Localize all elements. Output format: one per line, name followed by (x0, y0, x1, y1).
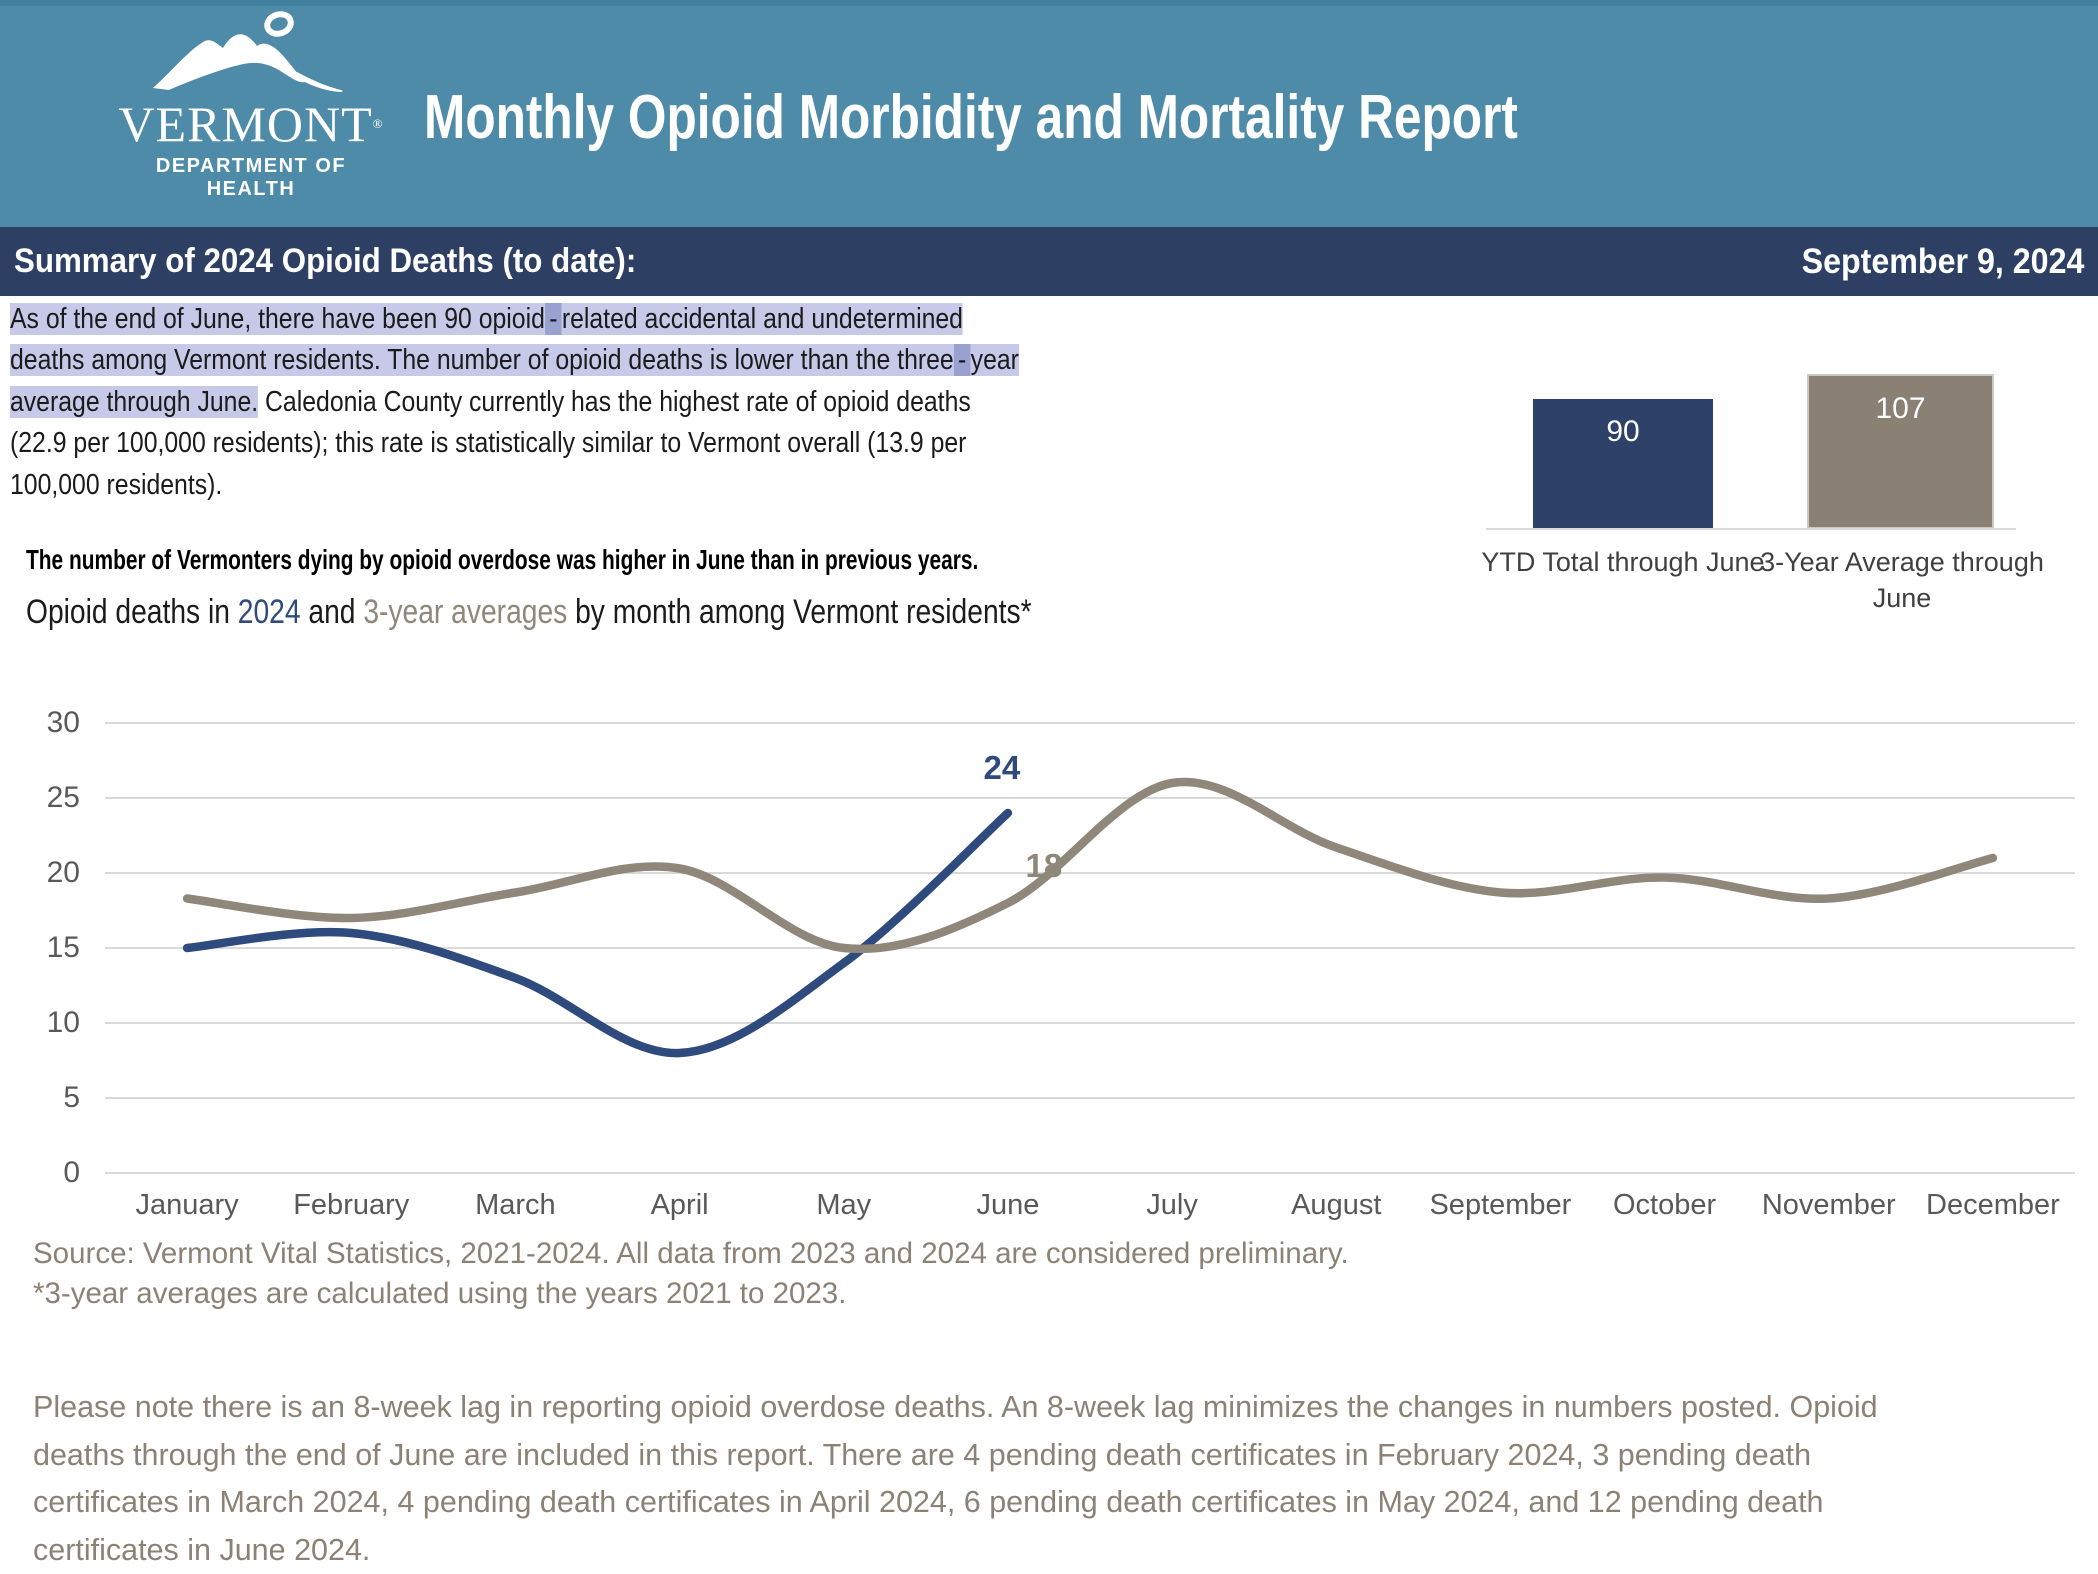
three-year-average-bar: 107 (1807, 374, 1994, 529)
x-axis-month-label: June (923, 1189, 1093, 1222)
lag-note-line4: certificates in June 2024. (33, 1527, 1878, 1574)
series-line-2024 (187, 813, 1008, 1053)
x-axis-month-label: November (1744, 1189, 1914, 1222)
x-axis-month-label: July (1087, 1189, 1257, 1222)
line-chart-canvas (0, 700, 2098, 1240)
reporting-lag-note: Please note there is an 8-week lag in re… (33, 1384, 1878, 1574)
lag-note-line2: deaths through the end of June are inclu… (33, 1432, 1878, 1480)
highlighted-text: deaths among Vermont residents. The numb… (10, 344, 954, 376)
series-line-3-year-averages (187, 782, 1993, 949)
y-axis-tick-label: 0 (10, 1154, 80, 1192)
paragraph-text: 100,000 residents). (10, 469, 222, 501)
highlighted-text: - (954, 344, 971, 376)
three-year-average-caption: 3-Year Average through June (1752, 544, 2052, 616)
highlighted-text: year (971, 344, 1019, 376)
ytd-total-caption: YTD Total through June (1473, 544, 1773, 580)
summary-section-bar: Summary of 2024 Opioid Deaths (to date):… (0, 227, 2098, 296)
three-year-average-value: 107 (1809, 392, 1992, 426)
x-axis-month-label: September (1415, 1189, 1585, 1222)
paragraph-line: average through June. Caledonia County c… (10, 382, 1019, 423)
chart-subtitle-averages: 3-year averages (363, 593, 567, 631)
y-axis-tick-label: 5 (10, 1079, 80, 1117)
paragraph-text: (22.9 per 100,000 residents); this rate … (10, 427, 966, 459)
mountain-sun-icon (147, 10, 355, 98)
highlighted-text: related accidental and undetermined (562, 303, 963, 335)
x-axis-month-label: January (102, 1189, 272, 1222)
vermont-doh-logo: VERMONT® DEPARTMENT OF HEALTH (116, 10, 386, 201)
chart-headline: The number of Vermonters dying by opioid… (26, 544, 978, 576)
x-axis-month-label: May (759, 1189, 929, 1222)
x-axis-month-label: August (1251, 1189, 1421, 1222)
registered-mark: ® (373, 116, 384, 131)
source-note: Source: Vermont Vital Statistics, 2021-2… (33, 1234, 1349, 1313)
x-axis-month-label: April (595, 1189, 765, 1222)
paragraph-line: As of the end of June, there have been 9… (10, 299, 1019, 340)
report-title: Monthly Opioid Morbidity and Mortality R… (424, 86, 1518, 150)
bar-chart-baseline (1486, 528, 2016, 530)
paragraph-line: deaths among Vermont residents. The numb… (10, 340, 1019, 381)
paragraph-line: (22.9 per 100,000 residents); this rate … (10, 423, 1019, 464)
chart-subtitle-post: by month among Vermont residents* (567, 593, 1031, 631)
chart-subtitle-mid: and (301, 593, 364, 631)
x-axis-month-label: December (1908, 1189, 2078, 1222)
ytd-total-value: 90 (1533, 415, 1713, 449)
report-date: September 9, 2024 (1801, 242, 2084, 282)
chart-subtitle-pre: Opioid deaths in (26, 593, 238, 631)
chart-subtitle: Opioid deaths in 2024 and 3-year average… (26, 590, 1032, 634)
highlighted-text: average through June. (10, 386, 258, 418)
source-note-line2: *3-year averages are calculated using th… (33, 1274, 1349, 1314)
y-axis-tick-label: 10 (10, 1004, 80, 1042)
data-label-24: 24 (962, 749, 1042, 787)
x-axis-month-label: February (266, 1189, 436, 1222)
y-axis-tick-label: 25 (10, 779, 80, 817)
ytd-total-bar: 90 (1533, 399, 1713, 529)
logo-text: VERMONT (118, 96, 372, 152)
y-axis-tick-label: 30 (10, 704, 80, 742)
y-axis-tick-label: 15 (10, 929, 80, 967)
summary-paragraph: As of the end of June, there have been 9… (10, 299, 1170, 506)
highlighted-text: - (545, 303, 562, 335)
header-banner: VERMONT® DEPARTMENT OF HEALTH Monthly Op… (0, 0, 2098, 227)
lag-note-line3: certificates in March 2024, 4 pending de… (33, 1479, 1878, 1527)
source-note-line1: Source: Vermont Vital Statistics, 2021-2… (33, 1234, 1349, 1274)
summary-section-title: Summary of 2024 Opioid Deaths (to date): (14, 242, 636, 281)
x-axis-month-label: March (430, 1189, 600, 1222)
logo-subtitle: DEPARTMENT OF HEALTH (116, 155, 386, 201)
top-edge-strip (0, 0, 2098, 6)
data-label-18: 18 (1004, 847, 1084, 885)
highlighted-text: As of the end of June, there have been 9… (10, 303, 545, 335)
chart-subtitle-2024: 2024 (238, 593, 301, 631)
y-axis-tick-label: 20 (10, 854, 80, 892)
paragraph-text: Caledonia County currently has the highe… (258, 386, 971, 418)
x-axis-month-label: October (1580, 1189, 1750, 1222)
logo-wordmark: VERMONT® (116, 98, 386, 150)
paragraph-line: 100,000 residents). (10, 465, 1019, 506)
lag-note-line1: Please note there is an 8-week lag in re… (33, 1384, 1878, 1432)
